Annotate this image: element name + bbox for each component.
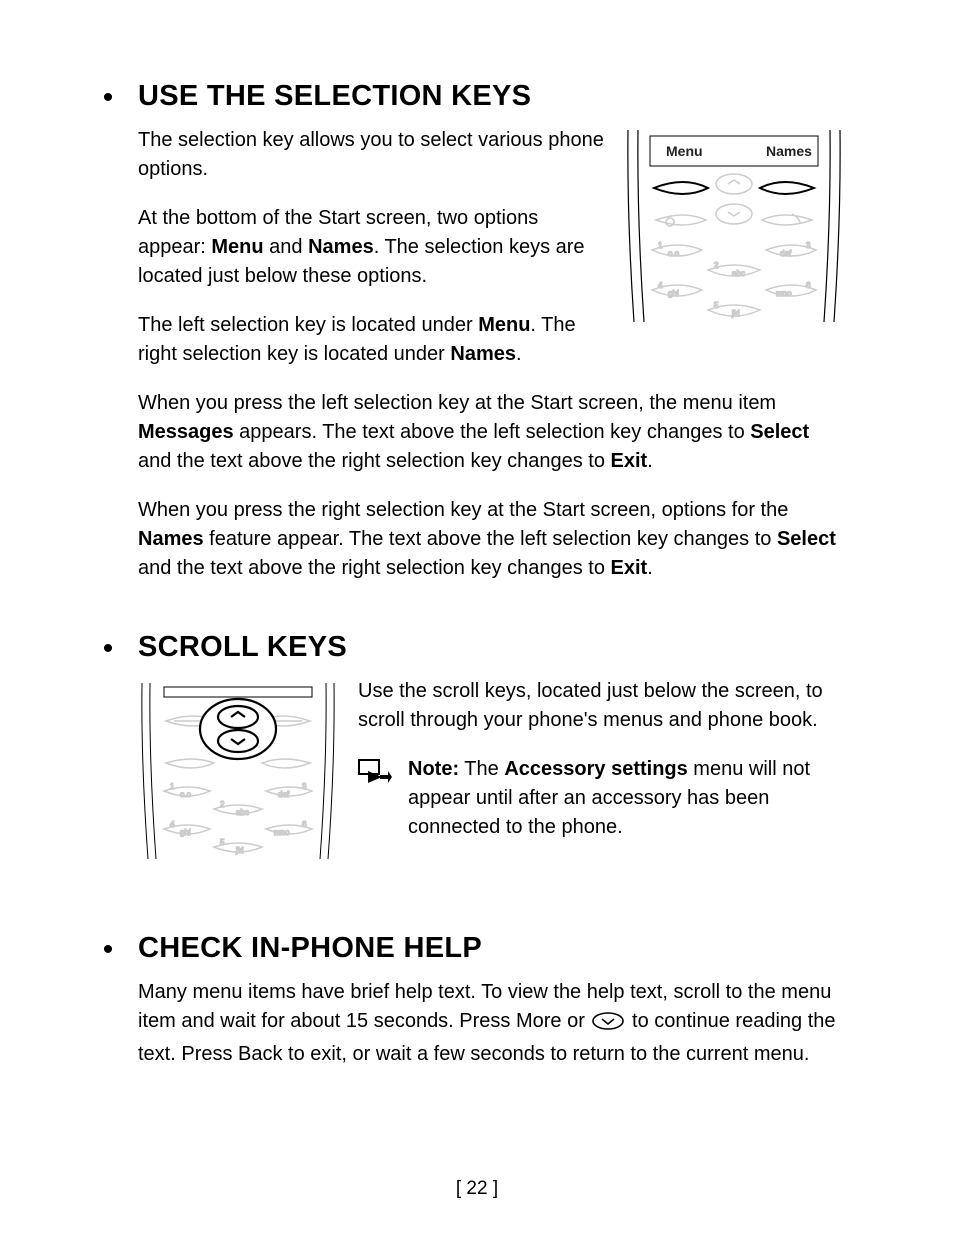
svg-text:2: 2 <box>220 800 225 809</box>
phone-keypad-illustration: Menu Names <box>624 130 844 339</box>
svg-text:1: 1 <box>658 241 663 250</box>
note-block: Note: The Accessory settings menu will n… <box>358 755 844 842</box>
svg-text:3: 3 <box>302 782 307 791</box>
svg-text:Menu: Menu <box>666 143 703 159</box>
body-text: Many menu items have brief help text. To… <box>138 978 844 1069</box>
svg-text:ghi: ghi <box>668 289 679 298</box>
svg-text:3: 3 <box>806 241 811 250</box>
svg-text:def: def <box>780 249 792 258</box>
svg-text:mno: mno <box>274 828 290 837</box>
svg-text:5: 5 <box>714 301 719 310</box>
svg-text:jkl: jkl <box>731 309 740 318</box>
svg-text:o.o: o.o <box>180 790 192 799</box>
section-title: USE THE SELECTION KEYS <box>138 80 531 113</box>
bullet-icon: • <box>100 80 116 116</box>
section-check-in-phone-help: • CHECK IN-PHONE HELP Many menu items ha… <box>100 932 844 1069</box>
svg-text:6: 6 <box>806 281 811 290</box>
note-text: Note: The Accessory settings menu will n… <box>408 755 844 842</box>
bullet-icon: • <box>100 932 116 968</box>
body-text: When you press the left selection key at… <box>138 389 844 476</box>
svg-text:mno: mno <box>776 289 792 298</box>
svg-text:ghi: ghi <box>180 828 191 837</box>
bullet-icon: • <box>100 631 116 667</box>
body-text: When you press the right selection key a… <box>138 496 844 583</box>
svg-text:5: 5 <box>220 838 225 847</box>
svg-text:abc: abc <box>732 269 745 278</box>
phone-scrollkeys-illustration: 1 o.o 3 def 2 abc 4 ghi 6 mno <box>138 683 338 872</box>
svg-text:o.o: o.o <box>668 249 680 258</box>
section-use-selection-keys: • USE THE SELECTION KEYS Menu Names <box>100 80 844 603</box>
section-scroll-keys: • SCROLL KEYS <box>100 631 844 880</box>
scroll-down-key-icon <box>592 1011 624 1040</box>
section-title: CHECK IN-PHONE HELP <box>138 932 482 965</box>
svg-text:abc: abc <box>236 808 249 817</box>
svg-text:def: def <box>278 790 290 799</box>
page-number: [ 22 ] <box>0 1178 954 1200</box>
svg-text:1: 1 <box>170 782 175 791</box>
section-title: SCROLL KEYS <box>138 631 347 664</box>
body-text: Use the scroll keys, located just below … <box>358 677 844 735</box>
svg-text:jkl: jkl <box>235 846 244 855</box>
svg-text:6: 6 <box>302 820 307 829</box>
svg-text:4: 4 <box>170 820 175 829</box>
svg-text:2: 2 <box>714 261 719 270</box>
svg-text:Names: Names <box>766 143 812 159</box>
note-arrow-icon <box>358 759 392 794</box>
svg-text:4: 4 <box>658 281 663 290</box>
